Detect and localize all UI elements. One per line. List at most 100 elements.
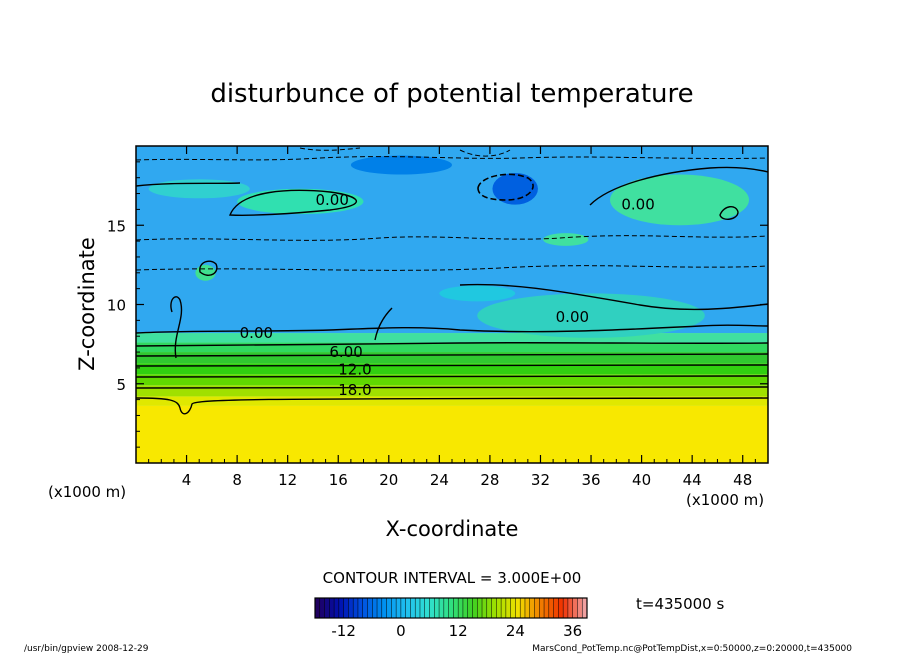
colorbar-cell: [391, 598, 397, 618]
y-tick-label: 10: [107, 297, 126, 315]
blob-6: [477, 293, 705, 338]
x-axis-label: X-coordinate: [386, 517, 519, 541]
contour-line: [719, 206, 739, 220]
colorbar-cell: [400, 598, 406, 618]
x-tick-label: 8: [232, 471, 242, 489]
colorbar-cell: [567, 598, 573, 618]
colorbar-cell: [462, 598, 469, 618]
band-5: [136, 352, 768, 364]
colorbar-cell: [496, 598, 502, 618]
contour-line: [459, 149, 511, 157]
colorbar-cell: [515, 598, 521, 618]
colorbar-cell: [539, 598, 545, 618]
footer-right-text: MarsCond_PotTemp.nc@PotTempDist,x=0:5000…: [532, 644, 852, 654]
colorbar: [314, 597, 588, 619]
y-tick-label: 15: [107, 217, 126, 235]
colorbar-cell: [477, 598, 483, 618]
blob-1: [237, 188, 364, 215]
plot-area: [136, 146, 768, 463]
colorbar-cell: [367, 598, 373, 618]
colorbar-cell: [348, 598, 354, 618]
band-3: [136, 374, 768, 386]
colorbar-cell: [357, 598, 364, 618]
colorbar-cell: [505, 598, 511, 618]
contour-label: 0.00: [556, 308, 589, 326]
colorbar-cell: [577, 598, 583, 618]
colorbar-cell: [353, 598, 359, 618]
colorbar-cell: [534, 598, 540, 618]
x-tick-label: 44: [683, 471, 702, 489]
colorbar-cell: [553, 598, 559, 618]
colorbar-cell: [544, 598, 550, 618]
colorbar-cell: [529, 598, 535, 618]
colorbar-cell: [582, 598, 588, 618]
colorbar-tick-label: -12: [331, 622, 356, 640]
x-tick-label: 28: [480, 471, 499, 489]
contour-label: 0.00: [621, 196, 654, 214]
x-unit-label-right: (x1000 m): [686, 491, 764, 509]
blob-0: [195, 264, 216, 281]
colorbar-cell: [429, 598, 435, 618]
contour-line: [136, 182, 241, 187]
colorbar-cell: [520, 598, 526, 618]
band-4: [136, 363, 768, 375]
contour-line: [136, 375, 768, 378]
colorbar-cell: [405, 598, 411, 618]
contour-label: 0.00: [315, 191, 348, 209]
colorbar-cell: [458, 598, 464, 618]
contour-line: [136, 364, 768, 367]
x-tick-label: 20: [379, 471, 398, 489]
colorbar-ticks: -12 0 12 24 36: [331, 622, 582, 640]
y-axis-label: Z-coordinate: [75, 237, 99, 371]
blob-4: [492, 172, 538, 205]
colorbar-cell: [439, 598, 445, 618]
y-tick-label: 5: [116, 376, 126, 394]
colorbar-cell: [319, 598, 325, 618]
contour-line: [374, 307, 393, 341]
contour-label: 12.0: [338, 360, 371, 378]
colorbar-cell: [472, 598, 478, 618]
blob-8: [439, 285, 516, 302]
colorbar-cell: [434, 598, 440, 618]
colorbar-tick-label: 0: [396, 622, 406, 640]
contour-line: [228, 189, 357, 216]
colorbar-cell: [386, 598, 392, 618]
x-tick-label: 12: [278, 471, 297, 489]
blob-3: [610, 174, 750, 226]
colorbar-cell: [410, 598, 416, 618]
colorbar-cell: [343, 598, 349, 618]
colorbar-cell: [329, 598, 335, 618]
contour-line: [199, 260, 218, 276]
time-label: t=435000 s: [636, 595, 724, 613]
x-tick-label: 36: [581, 471, 600, 489]
colorbar-cell: [415, 598, 421, 618]
colorbar-cell: [486, 598, 492, 618]
colorbar-cell: [510, 598, 516, 618]
band-0: [136, 405, 768, 463]
colorbar-cell: [491, 598, 497, 618]
colorbar-frame: [314, 597, 588, 619]
x-tick-label: 24: [430, 471, 449, 489]
x-tick-label: 40: [632, 471, 651, 489]
colorbar-cell: [362, 598, 368, 618]
colorbar-tick-label: 36: [563, 622, 582, 640]
colorbar-cell: [453, 598, 459, 618]
contour-label: 0.00: [240, 324, 273, 342]
x-axis-ticks: 4 8 12 16 20 24 28 32 36 40 44 48: [148, 146, 756, 489]
contour-label: 18.0: [338, 381, 371, 399]
colorbar-cell: [467, 598, 473, 618]
colorbar-cell: [448, 598, 454, 618]
colorbar-cell: [377, 598, 383, 618]
contour-line: [477, 173, 534, 201]
contour-line: [589, 166, 768, 206]
contour-line: [136, 265, 768, 271]
contour-line: [136, 324, 768, 334]
colorbar-cell: [315, 598, 321, 618]
contour-line: [136, 156, 768, 161]
contour-line: [136, 353, 768, 357]
blob-7: [543, 233, 589, 246]
colorbar-cell: [482, 598, 488, 618]
y-axis-ticks: 5 10 15: [107, 161, 768, 448]
